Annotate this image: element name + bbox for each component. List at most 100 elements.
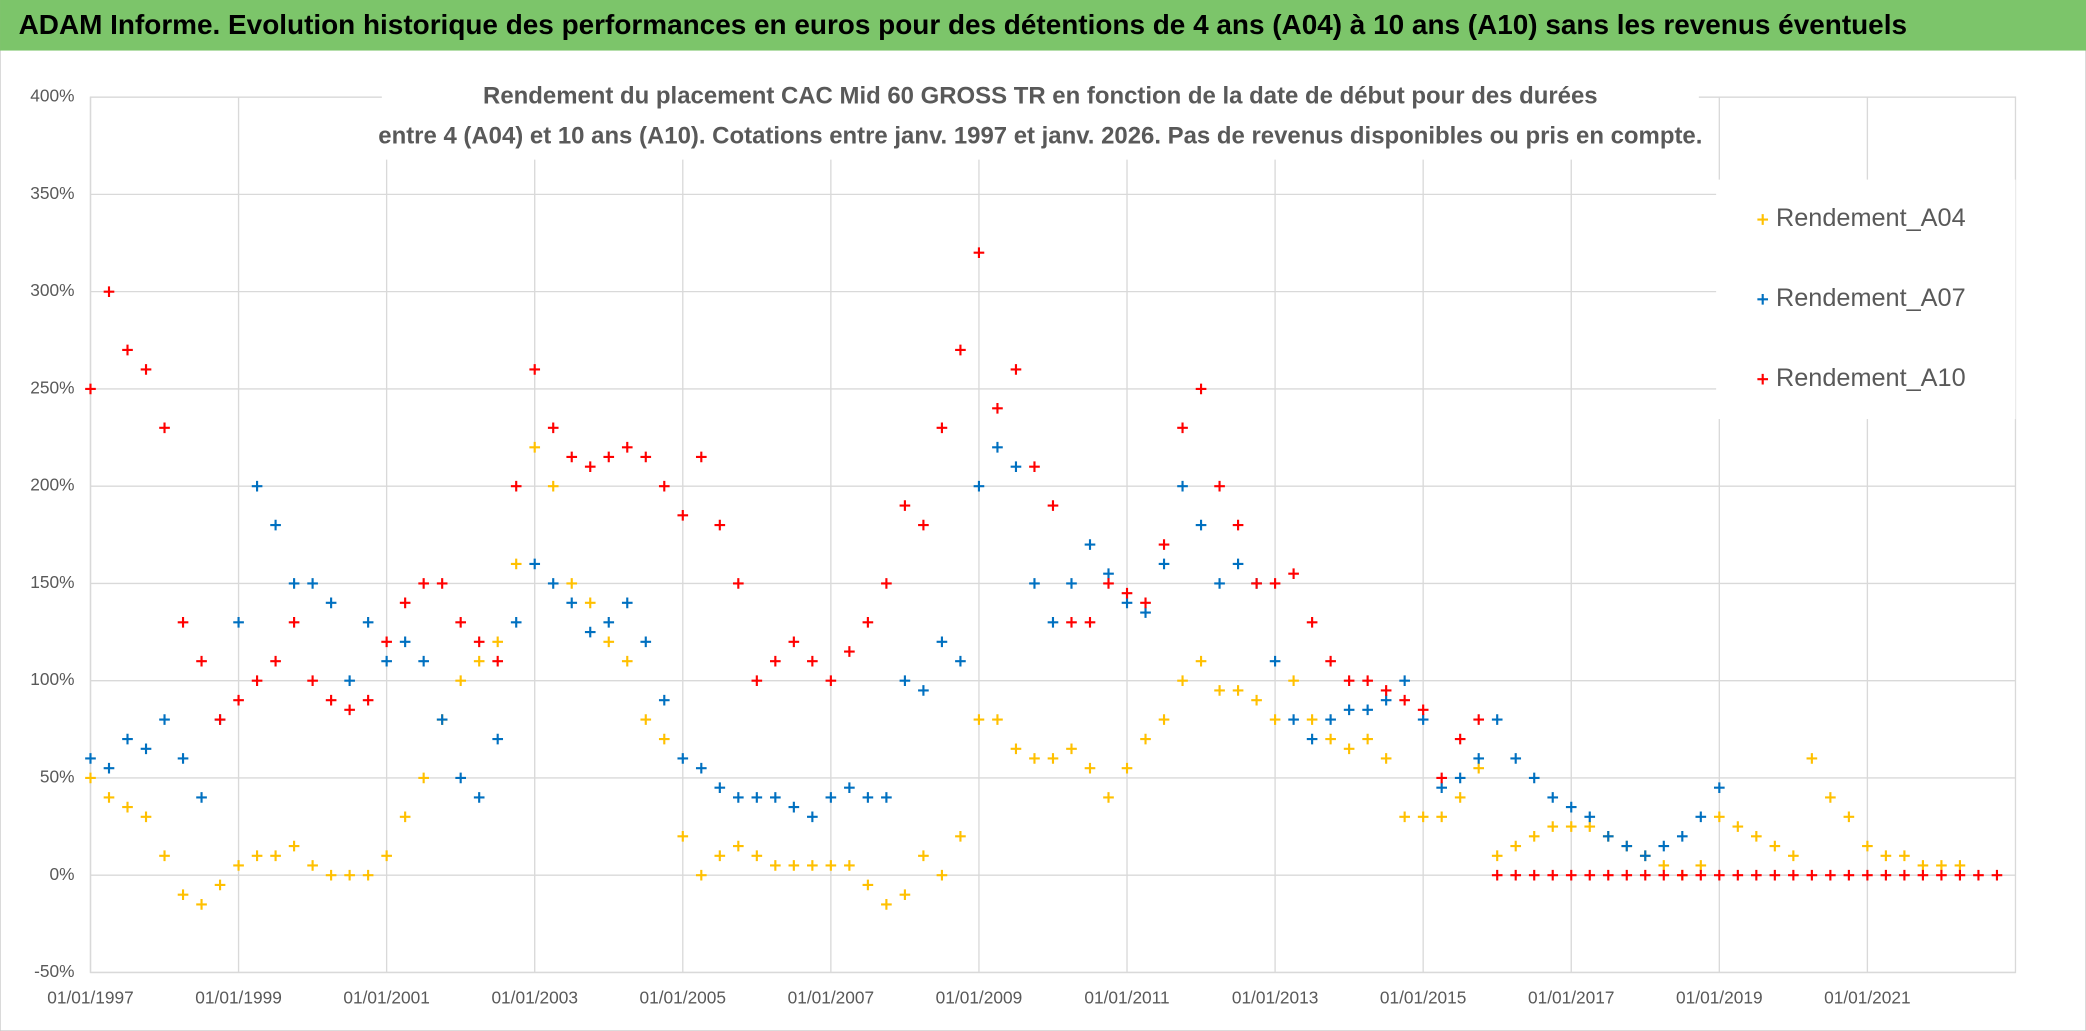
point [1288,714,1299,725]
point [936,636,948,648]
point [233,694,244,706]
point [436,714,448,725]
point [1528,830,1540,842]
point [1325,733,1336,745]
point [788,860,800,871]
point [510,480,522,492]
point [566,597,578,609]
point [1658,860,1670,871]
point [566,578,578,589]
point [1047,617,1059,628]
point [418,772,429,784]
point [251,675,263,687]
point [510,558,522,570]
point [677,753,689,764]
point [251,850,263,862]
point [1769,840,1781,852]
x-tick-label: 01/01/2009 [936,988,1023,1008]
point [918,519,929,531]
point [1454,733,1466,745]
point [714,782,726,793]
point [288,840,300,852]
point [1158,539,1170,550]
point [307,860,318,871]
point [603,451,615,463]
point [1029,461,1040,473]
point [1029,578,1040,589]
point [955,344,966,356]
point [1547,792,1559,803]
point [418,655,429,667]
header-bar [0,0,2086,51]
point [1343,675,1355,687]
point [1103,578,1114,589]
point [1362,675,1373,687]
point [695,762,707,774]
point [1343,743,1355,755]
point [862,617,874,628]
point [1899,850,1910,862]
x-tick-label: 01/01/2017 [1528,988,1615,1008]
point [1158,558,1170,570]
point [1676,830,1688,842]
point [1195,655,1207,667]
point [1417,811,1429,823]
point [992,403,1003,414]
point [658,733,670,745]
point [1547,869,1559,881]
point [1936,869,1947,881]
point [714,519,726,531]
point [1639,850,1651,862]
point [1343,704,1355,716]
x-tick-label: 01/01/1999 [195,988,282,1008]
point [233,860,244,871]
point [1288,675,1299,687]
point [1528,772,1540,784]
point [1473,714,1485,725]
point [1399,675,1410,687]
point [1047,753,1059,764]
point [1066,578,1077,589]
point [844,646,855,657]
point [399,597,411,609]
point [362,617,374,628]
point [807,860,818,871]
point [1695,811,1707,823]
x-tick-label: 01/01/1997 [47,988,133,1008]
point [85,772,96,784]
point [1417,714,1429,725]
point [1325,655,1336,667]
point [862,879,874,891]
point [1973,869,1984,881]
point [973,247,985,259]
point [1140,733,1151,745]
point [770,860,781,871]
x-tick-label: 01/01/2013 [1232,988,1319,1008]
point [1362,704,1373,716]
point [1491,850,1503,862]
point [1380,685,1392,696]
chart-title: Rendement du placement CAC Mid 60 GROSS … [483,82,1598,109]
point [1936,860,1947,871]
legend-label: Rendement_A04 [1776,204,1966,232]
point [1010,743,1022,755]
point [1899,869,1910,881]
point [677,510,689,521]
point [1751,869,1762,881]
point [529,441,541,453]
point [1214,578,1225,589]
point [881,899,892,910]
point [1491,714,1503,725]
point [881,578,892,589]
legend-marker [1757,294,1769,305]
point [1251,694,1262,706]
point [1565,821,1577,832]
point [640,636,652,648]
point [344,675,355,687]
point [1769,869,1781,881]
legend-label: Rendement_A10 [1776,364,1966,392]
point [140,811,152,823]
x-tick-label: 01/01/2007 [788,988,874,1008]
point [1621,869,1633,881]
